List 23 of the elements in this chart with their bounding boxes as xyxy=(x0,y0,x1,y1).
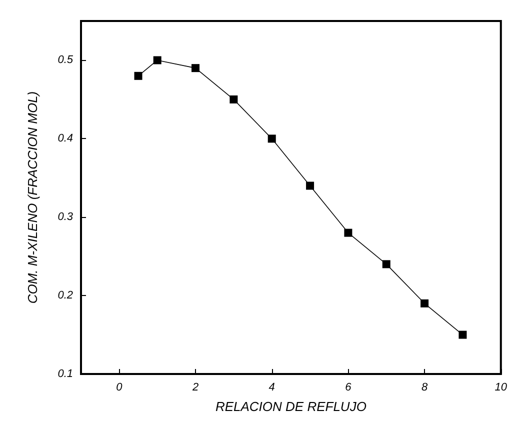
y-axis-title: COM. M-XILENO (FRACCION MOL) xyxy=(25,91,40,304)
point xyxy=(382,260,390,268)
point xyxy=(420,299,429,308)
x-tick-label: 10 xyxy=(494,382,508,394)
y-tick-label: 0.2 xyxy=(58,290,73,302)
point xyxy=(268,134,276,143)
y-tick-label: 0.3 xyxy=(58,211,74,224)
point xyxy=(306,182,314,190)
y-tick-label: 0.1 xyxy=(58,368,73,380)
x-tick-label: 8 xyxy=(421,382,428,394)
x-tick-label: 6 xyxy=(345,382,352,394)
y-tick-label: 0.4 xyxy=(58,132,73,145)
x-tick-label: 2 xyxy=(191,382,199,394)
point xyxy=(134,72,142,80)
x-tick-label: 4 xyxy=(268,382,275,394)
point xyxy=(344,228,352,237)
point xyxy=(153,56,162,64)
x-tick-label: 0 xyxy=(116,382,124,394)
point xyxy=(192,64,200,72)
y-tick-label: 0.5 xyxy=(58,54,74,66)
point xyxy=(230,95,238,104)
point xyxy=(458,330,467,339)
x-axis-title: RELACION DE REFLUJO xyxy=(215,399,366,414)
